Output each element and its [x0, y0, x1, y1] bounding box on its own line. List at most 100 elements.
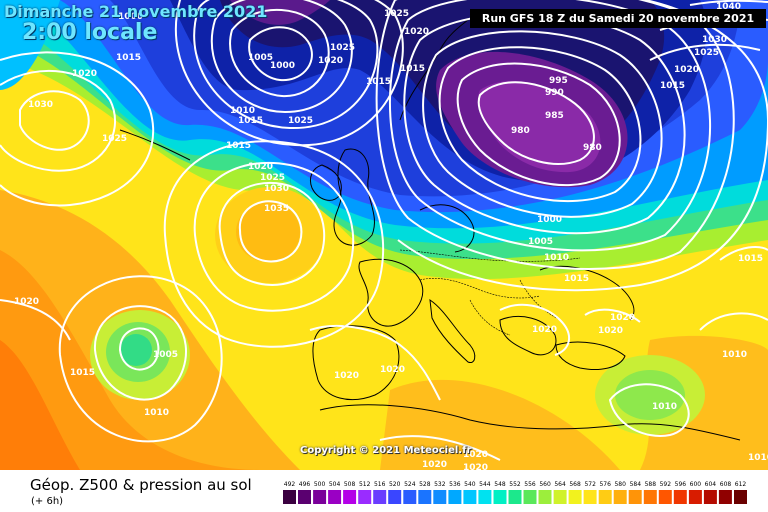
legend-swatch — [583, 490, 597, 504]
legend-swatch — [553, 490, 567, 504]
legend-tick-label: 560 — [539, 481, 551, 488]
isobar-west-1020 — [0, 51, 155, 207]
pressure-label: 1030 — [702, 35, 727, 45]
isobar-east-1010-b — [699, 312, 768, 331]
legend-swatch — [358, 490, 372, 504]
coast-iberia — [312, 325, 400, 401]
pressure-label: 1010 — [748, 453, 768, 463]
coast-britain — [333, 148, 375, 246]
legend-swatch — [508, 490, 522, 504]
legend-swatch — [523, 490, 537, 504]
warm-band-southwest-core — [0, 250, 260, 470]
isobar-990 — [438, 46, 642, 203]
coast-black-sea — [539, 265, 635, 321]
pressure-label: 1020 — [422, 460, 447, 470]
legend-tick-label: 588 — [645, 481, 657, 488]
pressure-label: 1020 — [463, 450, 488, 460]
legend-tick-label: 556 — [524, 481, 536, 488]
pressure-label: 1015 — [660, 81, 685, 91]
pressure-label: 1020 — [610, 313, 635, 323]
pressure-label: 1020 — [334, 371, 359, 381]
map-title: Géop. Z500 & pression au sol — [30, 476, 252, 494]
legend-tick-label: 604 — [705, 481, 717, 488]
legend-swatch — [463, 490, 477, 504]
legend-swatch — [628, 490, 642, 504]
legend-swatch — [673, 490, 687, 504]
isobar-985 — [456, 62, 621, 187]
legend-tick-label: 608 — [720, 481, 732, 488]
isobars — [0, 0, 768, 461]
pressure-label: 1015 — [226, 141, 251, 151]
isobar-greece-1020 — [584, 308, 641, 323]
isobar-1030 — [218, 181, 326, 286]
legend-tick-label: 504 — [329, 481, 341, 488]
legend-swatch — [538, 490, 552, 504]
warm-band-south — [380, 379, 620, 470]
isobar-south-1020 — [379, 435, 501, 461]
legend-swatch — [433, 490, 447, 504]
border-a — [419, 278, 541, 299]
isobar-nw-1015 — [193, 0, 379, 130]
isobar-sw-1020 — [0, 299, 71, 341]
isobar-nw-1005 — [229, 9, 330, 98]
legend-tick-label: 596 — [675, 481, 687, 488]
isobar-980 — [477, 81, 595, 165]
pressure-label: 1030 — [264, 184, 289, 194]
band-west — [0, 0, 60, 90]
pressure-label: 1015 — [564, 274, 589, 284]
legend-tick-label: 548 — [494, 481, 506, 488]
coast-norway — [399, 9, 481, 121]
pressure-label: 1015 — [738, 254, 763, 264]
legend-swatch — [568, 490, 582, 504]
pressure-label: 1030 — [28, 100, 53, 110]
pressure-label: 1015 — [366, 77, 391, 87]
pressure-label: 1020 — [674, 65, 699, 75]
isobar-ne-1025 — [649, 43, 761, 61]
pressure-label: 985 — [545, 111, 564, 121]
legend-tick-label: 552 — [509, 481, 521, 488]
isobar-balkan-1020 — [499, 303, 570, 356]
legend-swatch — [598, 490, 612, 504]
pressure-label: 1010 — [652, 402, 677, 412]
legend-tick-label: 512 — [359, 481, 371, 488]
pressure-label: 1010 — [544, 253, 569, 263]
pressure-label: 1020 — [463, 463, 488, 470]
legend-swatch — [613, 490, 627, 504]
legend-tick-label: 592 — [660, 481, 672, 488]
copyright-notice: Copyright © 2021 Meteociel.fr — [300, 445, 472, 456]
legend-swatch — [313, 490, 327, 504]
legend-swatch — [448, 490, 462, 504]
pressure-label: 1015 — [238, 116, 263, 126]
pressure-label: 1005 — [248, 53, 273, 63]
legend-swatch — [493, 490, 507, 504]
isobar-1015 — [397, 0, 768, 292]
cold-pool-core — [120, 334, 152, 366]
pressure-label: 1000 — [537, 215, 562, 225]
isobar-nw-1000 — [248, 26, 313, 82]
isobar-east-1015 — [719, 246, 768, 261]
isobar-east-1010 — [608, 383, 690, 437]
pressure-label: 1010 — [722, 350, 747, 360]
geopotential-pressure-map: 1000 1015 1025 1020 1040 1030 1025 1020 … — [0, 0, 768, 470]
pressure-label: 1025 — [260, 173, 285, 183]
coast-balkans — [499, 316, 557, 356]
legend-tick-label: 540 — [464, 481, 476, 488]
pressure-label: 1035 — [264, 204, 289, 214]
isobar-atl-1010 — [93, 305, 187, 401]
legend-swatch — [718, 490, 732, 504]
legend-swatch — [703, 490, 717, 504]
pressure-label: 1040 — [716, 2, 741, 12]
isobar-ne-1040 — [689, 0, 768, 6]
pressure-label: 1025 — [102, 134, 127, 144]
pressure-label: 1000 — [118, 12, 143, 22]
isobar-atl-1015 — [58, 275, 223, 443]
coast-france — [358, 258, 424, 327]
legend-tick-label: 492 — [284, 481, 296, 488]
isobar-west-1030 — [19, 90, 90, 151]
legend-tick-label: 576 — [599, 481, 611, 488]
legend-swatch — [328, 490, 342, 504]
legend-tick-label: 532 — [434, 481, 446, 488]
legend-tick-label: 508 — [344, 481, 356, 488]
borders — [399, 249, 581, 336]
